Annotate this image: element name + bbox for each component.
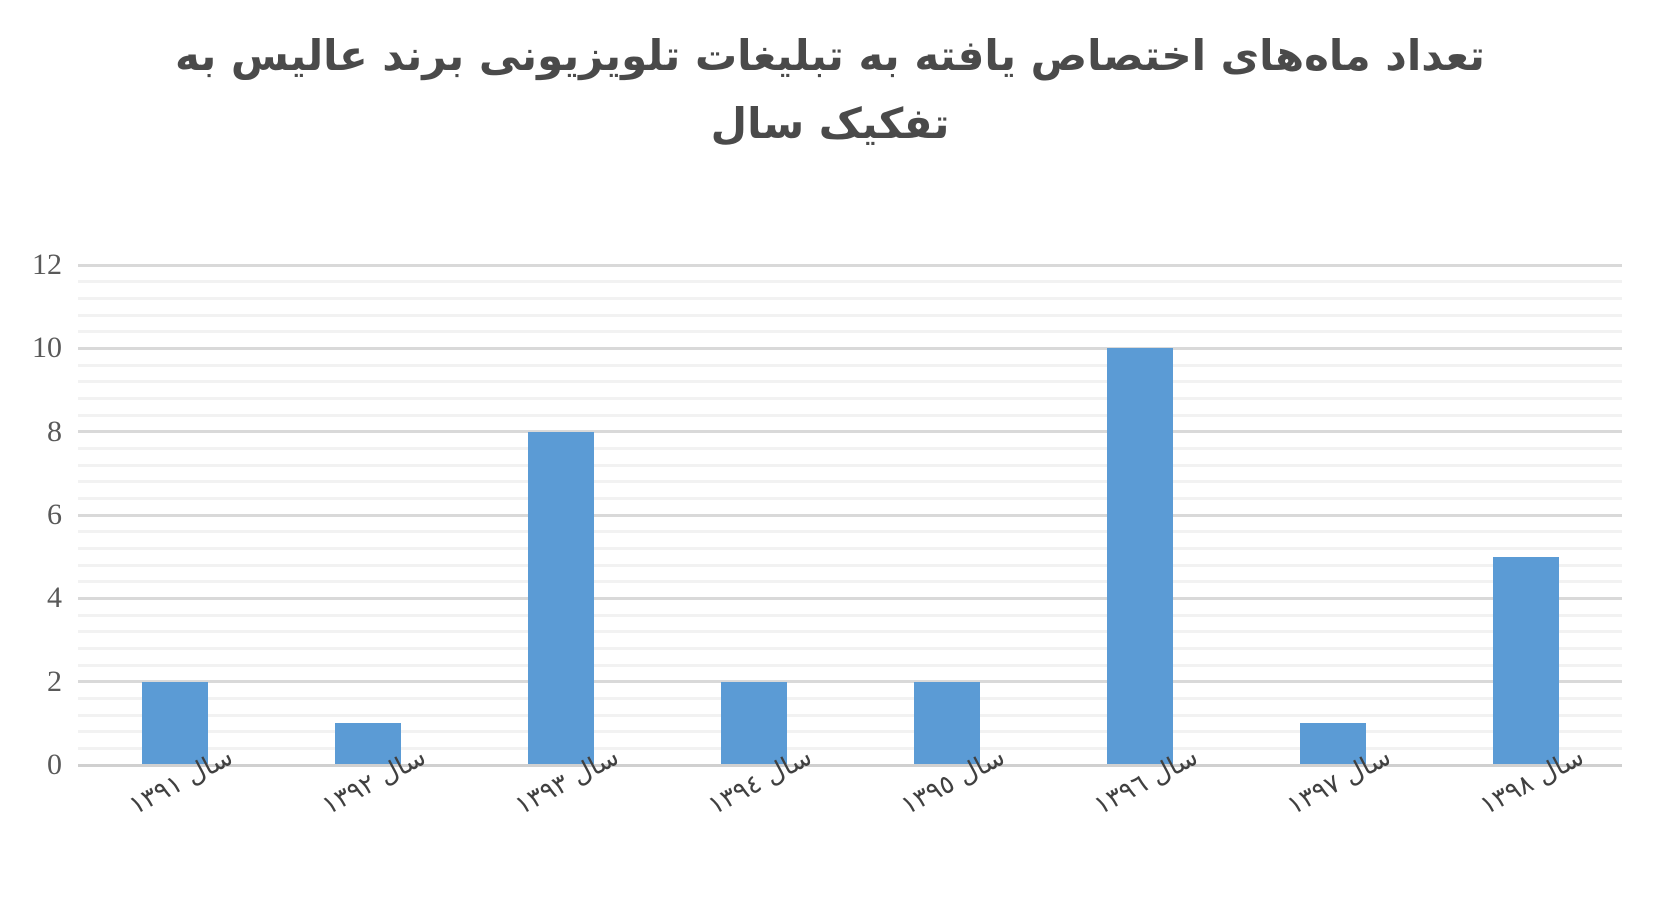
bar[interactable] xyxy=(1492,556,1559,765)
chart-title: تعداد ماه‌های اختصاص یافته به تبلیغات تل… xyxy=(130,22,1530,158)
y-axis-tick-label: 4 xyxy=(47,581,62,615)
category-axis-line xyxy=(78,764,1622,767)
y-axis: 0 2 4 6 8 10 12 xyxy=(0,250,62,780)
bar[interactable] xyxy=(913,681,980,765)
bar[interactable] xyxy=(720,681,787,765)
y-axis-tick-label: 6 xyxy=(47,498,62,531)
bar[interactable] xyxy=(141,681,208,765)
x-axis: سال ۱۳۹۱ سال ۱۳۹۲ سال ۱۳۹۳ سال ۱۳۹٤ سال ۱۳۹٥… xyxy=(78,742,1622,900)
y-axis-tick-label: 10 xyxy=(32,331,62,365)
y-axis-tick-label: 8 xyxy=(47,414,62,448)
y-axis-tick-label: 2 xyxy=(47,664,62,698)
chart-title-line-1: تعداد ماه‌های اختصاص یافته به تبلیغات تل… xyxy=(175,31,1485,80)
bar[interactable] xyxy=(1299,723,1366,765)
bars-layer xyxy=(78,265,1622,765)
plot-area xyxy=(78,263,1622,765)
y-axis-tick-label: 0 xyxy=(47,748,62,781)
bar[interactable] xyxy=(1106,348,1173,765)
bar[interactable] xyxy=(527,431,594,765)
bar[interactable] xyxy=(334,723,401,765)
chart-title-line-2: تفکیک سال xyxy=(710,99,950,149)
y-axis-tick-label: 12 xyxy=(32,248,62,281)
